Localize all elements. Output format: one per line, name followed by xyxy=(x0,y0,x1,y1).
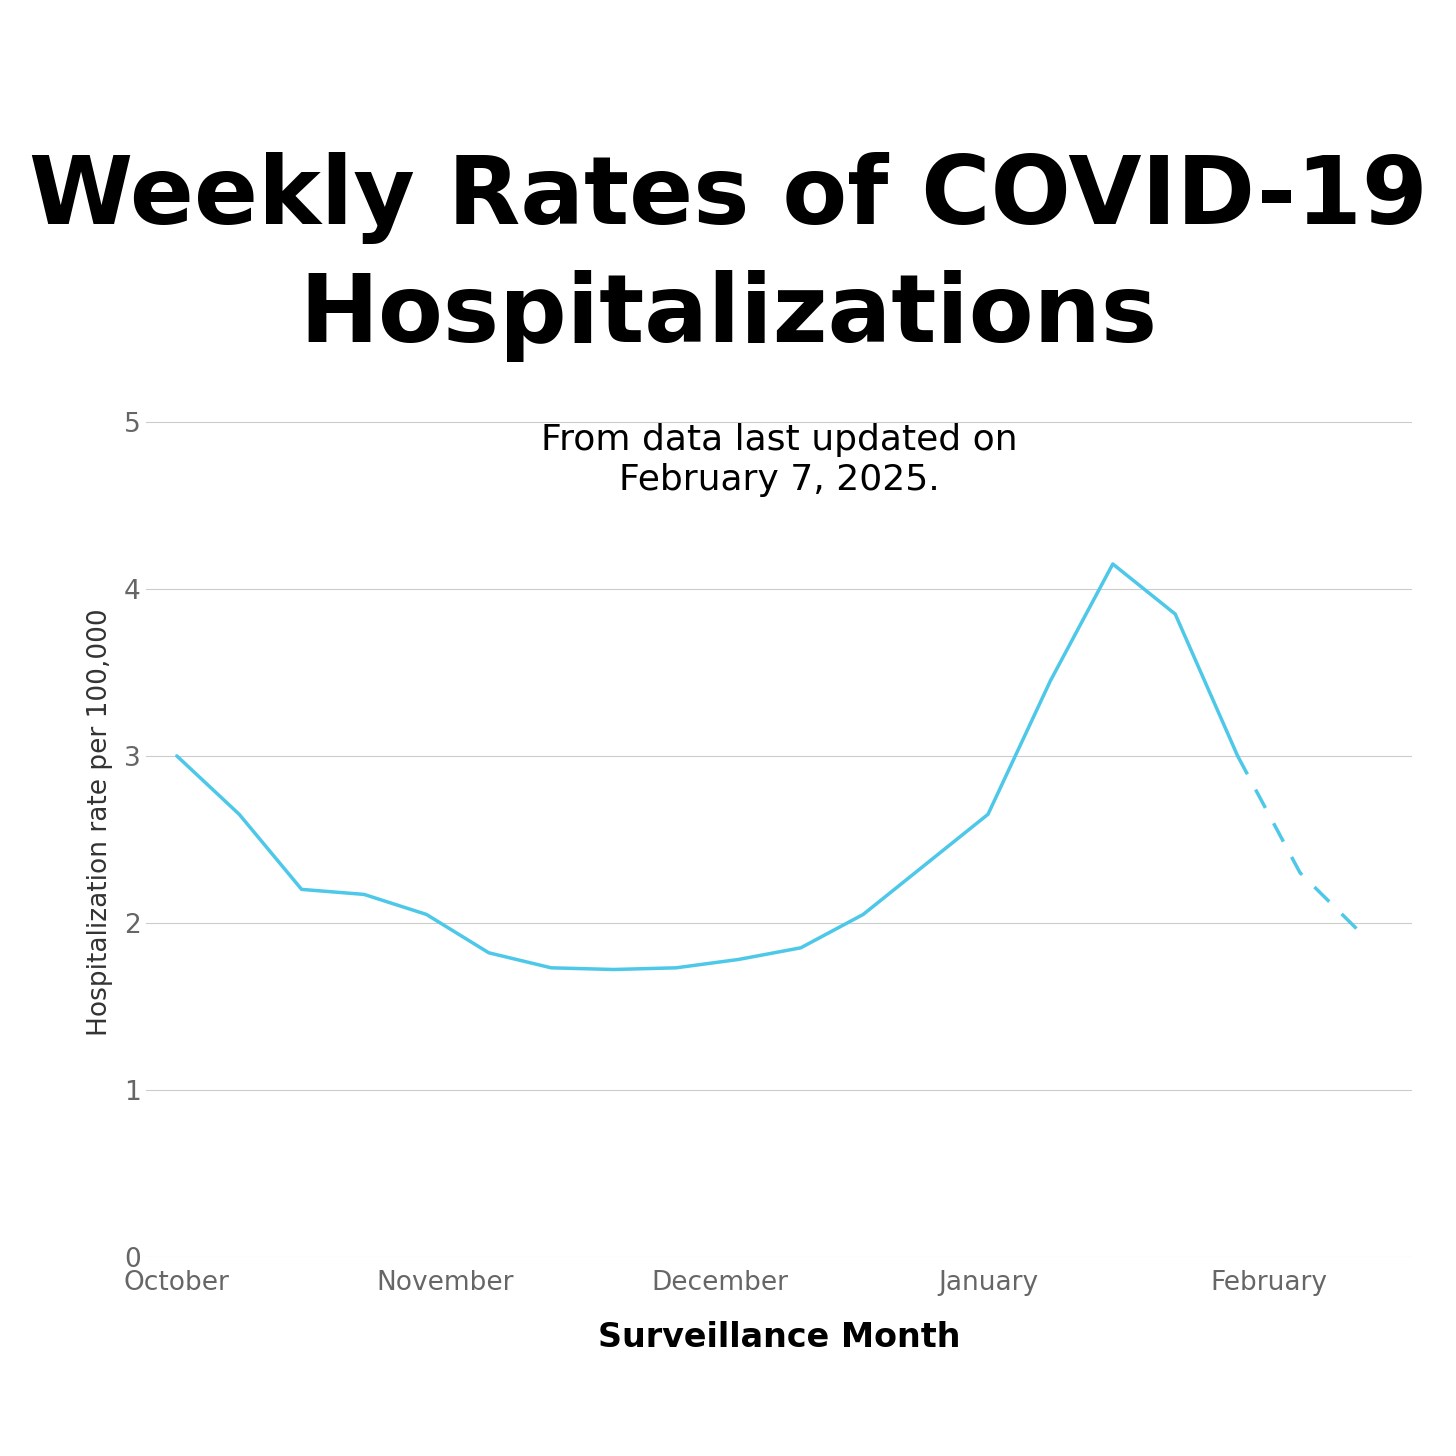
Text: Source: CDC: Source: CDC xyxy=(1190,1386,1415,1421)
X-axis label: Surveillance Month: Surveillance Month xyxy=(598,1322,960,1354)
Text: Hospitalizations: Hospitalizations xyxy=(298,271,1158,363)
Text: Weekly Rates of COVID-19: Weekly Rates of COVID-19 xyxy=(29,151,1427,243)
Y-axis label: Hospitalization rate per 100,000: Hospitalization rate per 100,000 xyxy=(87,609,114,1037)
Text: From data last updated on
February 7, 2025.: From data last updated on February 7, 20… xyxy=(540,424,1018,496)
Text: People's CDC: People's CDC xyxy=(41,1382,390,1425)
